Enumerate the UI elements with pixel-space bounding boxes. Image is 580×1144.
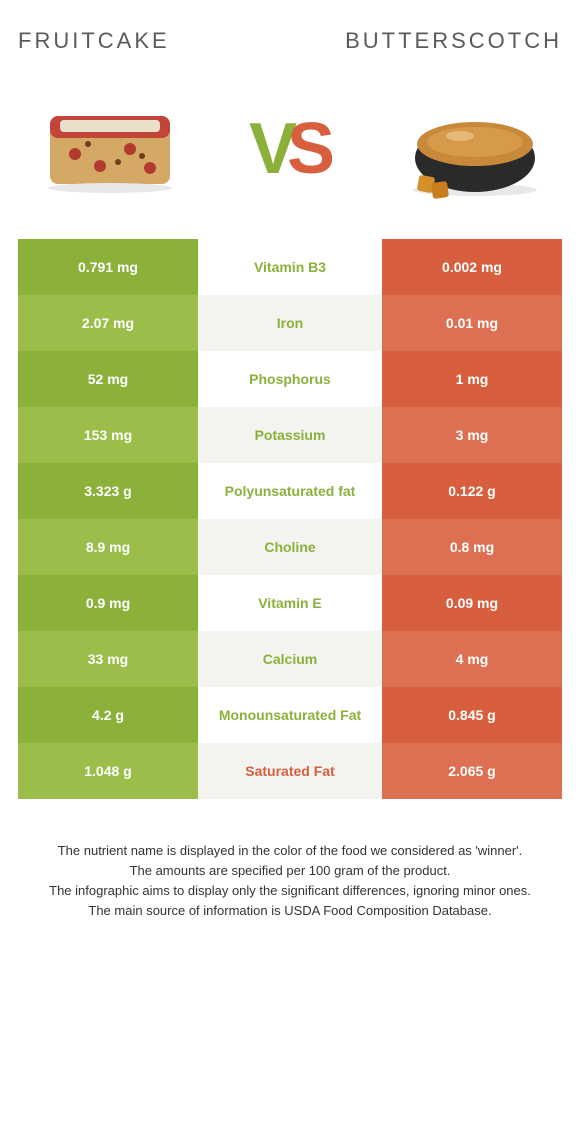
left-value: 3.323 g	[18, 463, 198, 519]
right-value: 4 mg	[382, 631, 562, 687]
nutrient-table: 0.791 mgVitamin B30.002 mg2.07 mgIron0.0…	[0, 239, 580, 799]
nutrient-label: Vitamin E	[198, 575, 382, 631]
left-value: 0.791 mg	[18, 239, 198, 295]
footer-notes: The nutrient name is displayed in the co…	[0, 799, 580, 922]
footer-line: The main source of information is USDA F…	[32, 901, 548, 921]
left-value: 0.9 mg	[18, 575, 198, 631]
footer-line: The amounts are specified per 100 gram o…	[32, 861, 548, 881]
right-value: 0.002 mg	[382, 239, 562, 295]
table-row: 1.048 gSaturated Fat2.065 g	[18, 743, 562, 799]
nutrient-label: Potassium	[198, 407, 382, 463]
nutrient-label: Monounsaturated Fat	[198, 687, 382, 743]
vs-label: V S	[249, 108, 331, 190]
left-value: 4.2 g	[18, 687, 198, 743]
right-value: 0.09 mg	[382, 575, 562, 631]
nutrient-label: Phosphorus	[198, 351, 382, 407]
left-value: 1.048 g	[18, 743, 198, 799]
nutrient-label: Polyunsaturated fat	[198, 463, 382, 519]
header-right-title: BUTTERSCOTCH	[345, 28, 562, 54]
butterscotch-icon	[380, 94, 550, 204]
table-row: 2.07 mgIron0.01 mg	[18, 295, 562, 351]
right-value: 0.8 mg	[382, 519, 562, 575]
right-value: 3 mg	[382, 407, 562, 463]
nutrient-label: Calcium	[198, 631, 382, 687]
nutrient-label: Saturated Fat	[198, 743, 382, 799]
left-value: 2.07 mg	[18, 295, 198, 351]
left-value: 33 mg	[18, 631, 198, 687]
left-value: 8.9 mg	[18, 519, 198, 575]
hero-row: V S	[0, 64, 580, 239]
vs-s: S	[287, 108, 331, 190]
nutrient-label: Choline	[198, 519, 382, 575]
right-value: 0.01 mg	[382, 295, 562, 351]
nutrient-label: Iron	[198, 295, 382, 351]
right-value: 0.122 g	[382, 463, 562, 519]
table-row: 4.2 gMonounsaturated Fat0.845 g	[18, 687, 562, 743]
header-left-title: FRUITCAKE	[18, 28, 170, 54]
table-row: 0.791 mgVitamin B30.002 mg	[18, 239, 562, 295]
table-row: 52 mgPhosphorus1 mg	[18, 351, 562, 407]
fruitcake-icon	[30, 94, 200, 204]
header: FRUITCAKE BUTTERSCOTCH	[0, 0, 580, 64]
table-row: 153 mgPotassium3 mg	[18, 407, 562, 463]
left-value: 52 mg	[18, 351, 198, 407]
left-value: 153 mg	[18, 407, 198, 463]
table-row: 3.323 gPolyunsaturated fat0.122 g	[18, 463, 562, 519]
nutrient-label: Vitamin B3	[198, 239, 382, 295]
table-row: 0.9 mgVitamin E0.09 mg	[18, 575, 562, 631]
table-row: 8.9 mgCholine0.8 mg	[18, 519, 562, 575]
right-value: 0.845 g	[382, 687, 562, 743]
footer-line: The infographic aims to display only the…	[32, 881, 548, 901]
table-row: 33 mgCalcium4 mg	[18, 631, 562, 687]
right-value: 1 mg	[382, 351, 562, 407]
right-value: 2.065 g	[382, 743, 562, 799]
footer-line: The nutrient name is displayed in the co…	[32, 841, 548, 861]
